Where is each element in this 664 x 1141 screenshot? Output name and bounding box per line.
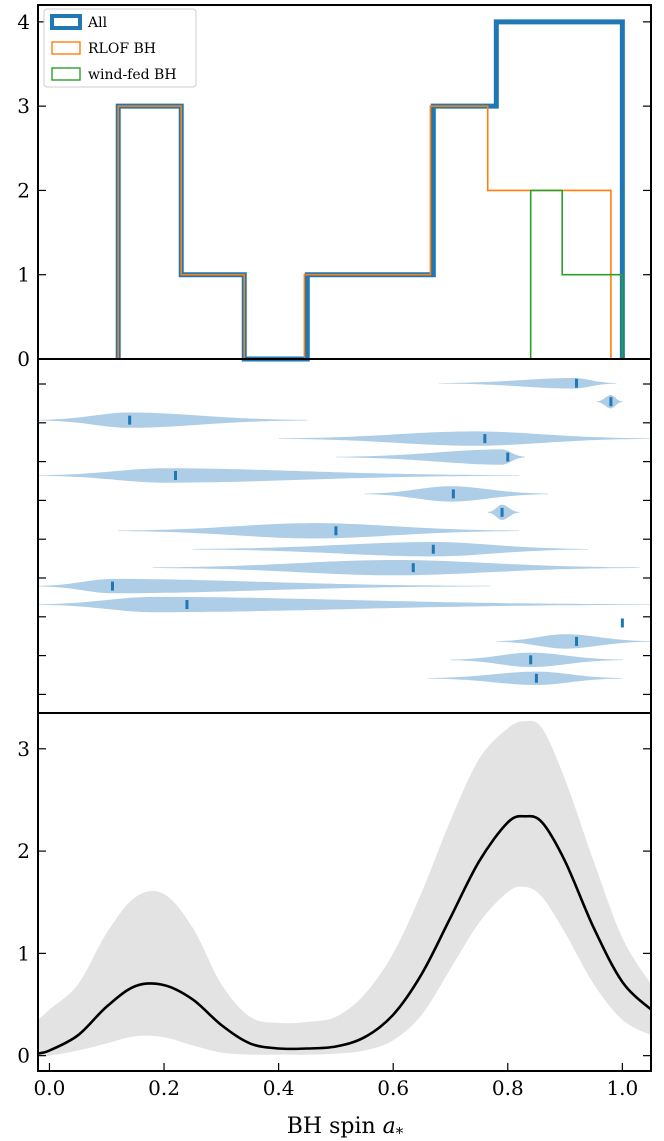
legend: All RLOF BH wind-fed BH (43, 8, 197, 88)
legend-label: wind-fed BH (88, 67, 177, 83)
violin (496, 634, 651, 649)
kde-median-line (37, 814, 652, 1055)
violin (364, 486, 548, 502)
violin-median (575, 378, 579, 388)
violin (118, 523, 520, 539)
hist-ytick-label: 0 (17, 347, 30, 371)
violin-median (411, 563, 415, 573)
violin-panel (37, 358, 652, 714)
kde-xtick-label: 0.2 (148, 1076, 180, 1100)
violin-median (506, 452, 510, 462)
kde-xtick-label: 1.0 (606, 1076, 638, 1100)
violin (450, 652, 623, 667)
x-axis-label: BH spin a* (287, 1114, 404, 1141)
violin-median (185, 600, 189, 610)
violin-median (483, 434, 487, 444)
kde-xtick-label: 0.4 (263, 1076, 295, 1100)
violin (427, 671, 623, 685)
kde-ytick-label: 0 (17, 1044, 30, 1068)
histogram-panel: 0 1 2 3 4 All RLOF BH wind-fed BH (17, 4, 652, 371)
hist-ytick-label: 4 (17, 10, 30, 34)
violin-median (173, 470, 177, 480)
violin (335, 449, 525, 465)
violin-median (575, 636, 579, 646)
hist-ytick-label: 3 (17, 94, 30, 118)
hist-series-wind-fed-bh (529, 189, 624, 359)
kde-ytick-label: 3 (17, 737, 30, 761)
violin-median (620, 618, 624, 628)
kde-frame (37, 712, 652, 1072)
kde-xtick-label: 0.6 (377, 1076, 409, 1100)
violin (38, 412, 308, 428)
kde-ytick-label: 2 (17, 839, 30, 863)
hist-ytick-label: 1 (17, 263, 30, 287)
legend-label: All (87, 15, 108, 31)
violin (152, 560, 640, 576)
violin (38, 596, 651, 613)
violin-median (534, 673, 538, 683)
violin-median (431, 544, 435, 554)
kde-ytick-label: 1 (17, 941, 30, 965)
violin-median (500, 507, 504, 517)
violin (278, 431, 651, 446)
violin-median (529, 655, 533, 665)
hist-ytick-label: 2 (17, 178, 30, 202)
violin-median (334, 526, 338, 536)
violin-median (451, 489, 455, 499)
hist-series-rlof-bh (117, 105, 612, 360)
violin (192, 542, 588, 557)
legend-swatch (51, 41, 81, 55)
violin (38, 578, 491, 594)
kde-xtick-label: 0.8 (492, 1076, 524, 1100)
violin-median (110, 581, 114, 591)
violin (38, 468, 520, 483)
violin-median (609, 397, 613, 407)
legend-swatch (51, 67, 81, 81)
violin (439, 378, 617, 389)
legend-label: RLOF BH (88, 41, 156, 57)
kde-uncertainty-band (38, 720, 651, 1057)
violin-median (128, 415, 132, 425)
kde-panel: 0 1 2 3 0.0 0.2 0.4 0.6 0.8 1.0 (17, 712, 652, 1100)
kde-xtick-label: 0.0 (34, 1076, 66, 1100)
legend-swatch (50, 14, 82, 30)
